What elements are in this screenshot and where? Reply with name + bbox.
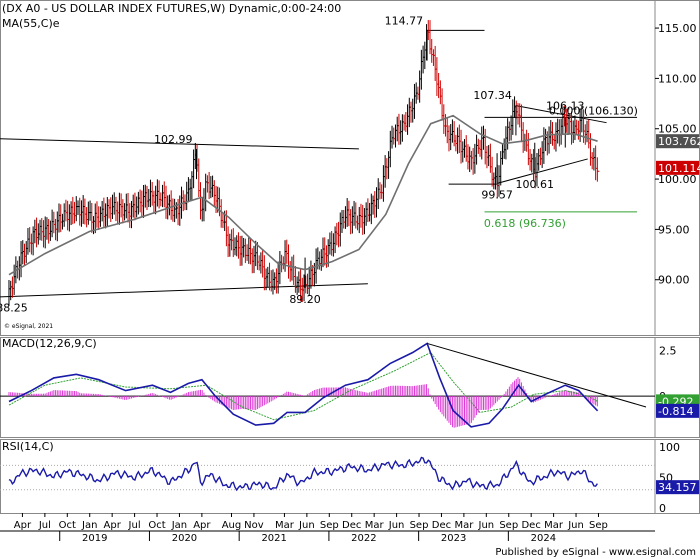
x-tick-label-month: Jul [38, 520, 51, 531]
price-annotation: 102.99 [154, 133, 193, 146]
price-annotation: 114.77 [385, 14, 424, 27]
price-annotation: 107.34 [473, 89, 512, 102]
chart-drawing: 90.00 95.00 100.00 105.00 110.00 115.00 114.77… [0, 0, 700, 544]
x-tick-label-year: 2020 [172, 533, 197, 544]
x-tick-label-month: Sep [320, 520, 339, 531]
price-tick-label: 110.00 [658, 72, 697, 85]
rsi-label: RSI(14,C) [2, 440, 54, 453]
x-tick-label-month: Oct [59, 520, 76, 531]
x-tick-label-month: Jun [298, 520, 315, 531]
x-tick-label-year: 2022 [351, 533, 376, 544]
macd-tick-label: 2.5 [659, 345, 677, 358]
x-tick-label-month: Apr [14, 520, 32, 531]
x-tick-label-month: Dec [342, 520, 361, 531]
price-annotation: 88.25 [0, 301, 28, 314]
price-tick-label: 115.00 [658, 22, 697, 35]
x-tick-label-month: Jan [81, 520, 97, 531]
x-tick-label-month: Jan [171, 520, 187, 531]
price-annotation: 0.000 (106.130) [549, 104, 638, 117]
x-tick-label-year: 2019 [82, 533, 107, 544]
x-tick-label-year: 2024 [531, 533, 556, 544]
x-tick-label-month: Dec [432, 520, 451, 531]
price-annotation: 89.20 [289, 293, 321, 306]
macd-trendline [426, 342, 647, 408]
price-annotation: 100.61 [516, 178, 555, 191]
moving-average-line [8, 114, 598, 276]
macd-signal-line [8, 351, 598, 421]
panel-frame-macd [0, 337, 700, 438]
rsi-tick-label: 0 [659, 502, 666, 515]
x-tick-label-month: Sep [499, 520, 518, 531]
rsi-line [8, 456, 598, 492]
x-tick-label-month: Apr [193, 520, 211, 531]
rsi-tick-label: 100 [659, 441, 680, 454]
price-annotation: 106.13 [546, 99, 585, 112]
macd-line [8, 342, 599, 428]
value-tag-bg [656, 160, 699, 175]
ma-label: MA(55,C)e [2, 17, 60, 30]
price-annotation: 0.618 (96.736) [484, 217, 566, 230]
x-tick-label-month: Jun [567, 520, 584, 531]
price-trendline [515, 105, 607, 124]
x-tick-label-month: Dec [521, 520, 540, 531]
price-tick-label: 90.00 [658, 274, 690, 287]
x-tick-label-year: 2021 [261, 533, 286, 544]
copyright-label: © eSignal, 2021 [4, 323, 53, 330]
price-annotation: 99.57 [481, 188, 513, 201]
value-tag-bg [656, 134, 699, 149]
price-tick-label: 100.00 [658, 173, 697, 186]
x-tick-label-month: Jun [388, 520, 405, 531]
value-tag-bg [656, 403, 699, 418]
x-tick-label-month: Aug [222, 520, 242, 531]
price-tick-label: 95.00 [658, 223, 690, 236]
footer-label: Published by eSignal - www.esignal.com [495, 547, 696, 558]
x-tick-label-month: Mar [275, 520, 295, 531]
price-trendline [496, 158, 588, 184]
chart-title: (DX A0 - US DOLLAR INDEX FUTURES,W) Dyna… [2, 2, 341, 15]
price-trendline [0, 138, 359, 150]
value-tag-label: 101.114 [658, 162, 700, 175]
x-tick-label-month: Mar [454, 520, 474, 531]
macd-label: MACD(12,26,9,C) [2, 337, 97, 350]
price-trendline [0, 283, 368, 298]
value-tag-label: 34.157 [658, 481, 697, 494]
x-tick-label-month: Jul [128, 520, 141, 531]
x-tick-label-month: Oct [148, 520, 165, 531]
x-tick-label-month: Apr [104, 520, 122, 531]
x-tick-label-month: Mar [365, 520, 385, 531]
x-tick-label-month: Mar [544, 520, 564, 531]
x-tick-label-month: Sep [589, 520, 608, 531]
panel-frame-price [0, 0, 700, 336]
value-tag-bg [656, 480, 699, 495]
x-tick-label-month: Sep [410, 520, 429, 531]
x-tick-label-month: Jun [478, 520, 495, 531]
value-tag-label: 103.762 [658, 135, 700, 148]
value-tag-label: -0.814 [658, 405, 693, 418]
price-tick-label: 105.00 [658, 123, 697, 136]
x-tick-label-month: Nov [244, 520, 264, 531]
x-tick-label-year: 2023 [441, 533, 466, 544]
